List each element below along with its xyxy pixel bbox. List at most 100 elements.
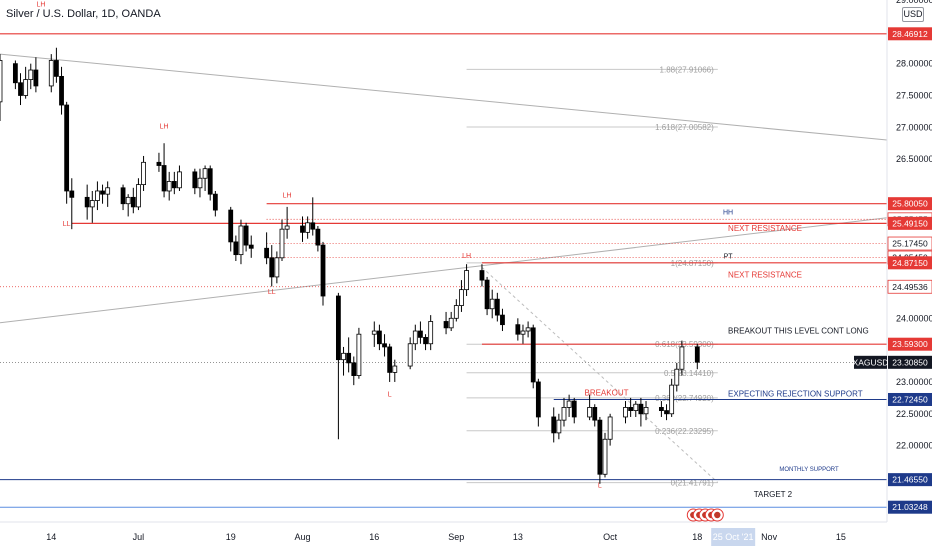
candle-body (694, 346, 700, 363)
candle (310, 197, 316, 236)
candle-body (59, 75, 64, 106)
candle-body (484, 279, 490, 310)
candle (18, 73, 23, 106)
annotation-label: HH (723, 210, 733, 217)
candle-body (197, 177, 203, 189)
candle-body (141, 161, 146, 186)
candle-body (659, 407, 664, 411)
time-tick-label: 19 (226, 532, 236, 542)
candle (407, 337, 413, 370)
candle (351, 356, 357, 386)
candle (423, 334, 428, 351)
candle (628, 397, 634, 417)
candle (269, 245, 275, 287)
price-tag-box (888, 392, 932, 406)
candle-body (89, 200, 95, 208)
currency-badge[interactable]: USD (902, 7, 924, 22)
candle (212, 190, 218, 217)
fib-label: 1.618(27.00582) (655, 123, 714, 132)
candle-body (459, 289, 464, 306)
candle-body (525, 327, 531, 332)
candle-body (418, 330, 423, 338)
candle-body (95, 190, 100, 201)
candle (341, 346, 346, 376)
candle (33, 57, 39, 93)
candle-body (669, 384, 675, 415)
candle (197, 168, 203, 198)
candle (202, 165, 208, 191)
candle (233, 235, 239, 261)
price-axis[interactable]: 29.00000 28.00000 27.50000 27.00000 26.50000… (853, 0, 932, 522)
candle-body (207, 168, 213, 195)
candle (551, 407, 557, 443)
candle (377, 324, 382, 351)
candle-body (407, 343, 413, 367)
trendlines (0, 53, 888, 324)
candle (192, 168, 198, 195)
candle-body (120, 187, 126, 205)
candle (346, 337, 352, 373)
price-tag-box (888, 27, 932, 41)
time-axis-background (0, 522, 932, 550)
candle (177, 165, 182, 191)
candle (12, 60, 18, 90)
annotation-label: LL (268, 289, 276, 296)
candle-body (520, 330, 526, 335)
candle (161, 143, 167, 198)
candle (694, 343, 700, 370)
candle-body (100, 190, 105, 195)
candle-body (300, 225, 305, 233)
annotation-label: BREAKOUT (584, 388, 628, 397)
price-tick-label: 28.00000 (896, 59, 932, 69)
candle-body (192, 171, 198, 189)
candle (136, 178, 141, 211)
price-tag: 25.17450 (892, 239, 928, 249)
candle (566, 394, 572, 417)
candle-body (587, 407, 593, 418)
candle (125, 194, 131, 217)
candle (141, 155, 146, 191)
price-tag: 25.80050 (892, 199, 928, 209)
candle-body (561, 407, 567, 421)
candle-body (382, 343, 387, 348)
annotation-label: LH (462, 253, 471, 260)
candle-body (428, 321, 434, 345)
candle-body (12, 63, 18, 84)
candle (561, 397, 567, 427)
candle (59, 66, 64, 115)
candle-body (310, 222, 316, 230)
candle (100, 184, 105, 204)
candle-body (448, 317, 454, 329)
candle-body (161, 165, 167, 192)
price-tick-label: 26.50000 (896, 154, 932, 164)
candle (264, 232, 270, 265)
horizontal-levels (0, 33, 887, 508)
candle-body (130, 196, 136, 208)
candle-body (571, 400, 577, 418)
price-tag-box (888, 473, 932, 487)
candle (643, 401, 649, 421)
candle-body (387, 346, 393, 373)
candle-body (489, 298, 495, 310)
candle (418, 321, 423, 344)
candle-body (443, 321, 449, 329)
candle (602, 432, 608, 478)
price-tick-label: 24.00000 (896, 313, 932, 323)
candle-body (535, 381, 541, 418)
candle (679, 340, 685, 376)
time-axis[interactable]: 14 Jul 19 Aug 16 Sep 13 Oct 18 Nov 15 25 Oct '21 (0, 508, 932, 550)
candle-body (33, 69, 39, 87)
fib-label: 0(21.41791) (671, 479, 714, 488)
price-tag-box (888, 337, 932, 351)
candle (95, 181, 100, 211)
candle-body (69, 190, 75, 198)
price-tag: 22.72450 (892, 394, 928, 404)
candle (0, 54, 3, 121)
candle (494, 292, 500, 322)
candle (448, 311, 454, 332)
candle-body (212, 193, 218, 211)
time-highlight-box (711, 528, 756, 546)
candle-body (233, 241, 239, 256)
